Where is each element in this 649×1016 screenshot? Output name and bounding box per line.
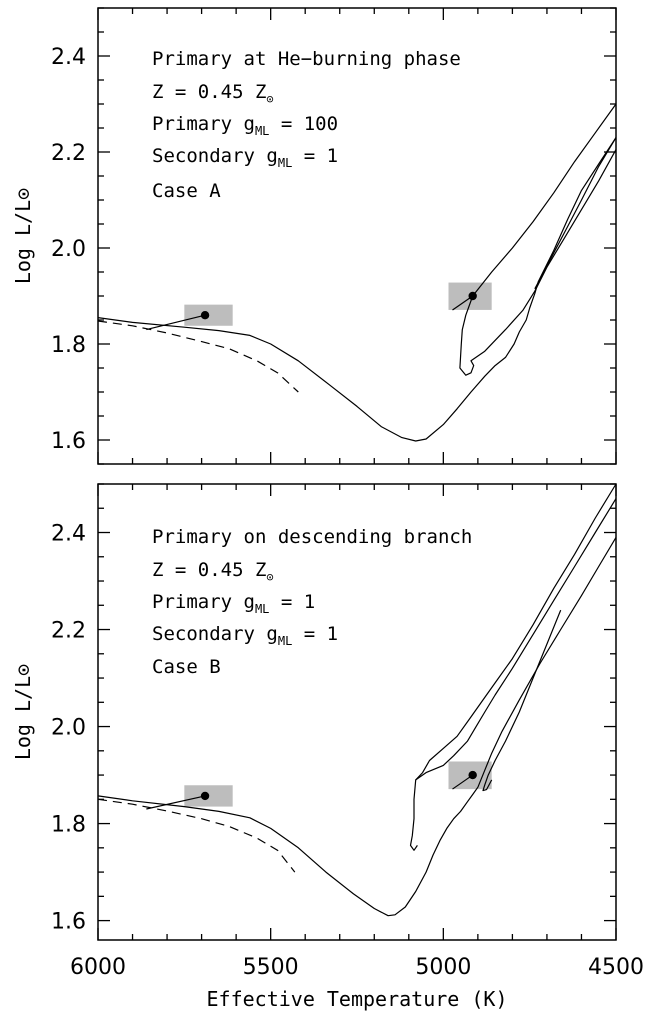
y-tick-label: 2.0 <box>51 237 86 262</box>
annotation-line-2: Z = 0.45 Z⊙ <box>152 559 274 584</box>
star-position-marker <box>468 291 477 301</box>
annotation-line-1: Primary at He−burning phase <box>152 48 461 70</box>
x-tick-label: 4500 <box>588 955 644 980</box>
track-line <box>459 103 617 376</box>
annotation-line-4: Secondary gML = 1 <box>152 145 338 170</box>
panel-bottom-annotation: Primary on descending branch Z = 0.45 Z⊙… <box>152 526 472 678</box>
track-dashed <box>97 798 296 873</box>
track-line <box>482 609 562 792</box>
track-line <box>97 537 617 917</box>
y-tick-label: 2.2 <box>51 141 86 166</box>
panel-top-annotation: Primary at He−burning phase Z = 0.45 Z⊙ … <box>152 48 461 202</box>
annotation-line-1: Primary on descending branch <box>152 526 472 548</box>
annotation-line-3: Primary gML = 100 <box>152 113 338 138</box>
track-line <box>409 483 617 851</box>
panel-bottom-frame <box>97 483 617 941</box>
panel-bottom-plot <box>97 483 617 917</box>
track-line <box>415 498 617 781</box>
x-tick-label: 5000 <box>415 955 471 980</box>
annotation-line-3: Primary gML = 1 <box>152 591 315 616</box>
y-tick-label: 2.4 <box>51 45 86 70</box>
y-tick-label: 2.2 <box>51 619 86 644</box>
panel-top-plot <box>97 103 617 442</box>
x-tick-label: 6000 <box>70 955 126 980</box>
y-tick-label: 2.0 <box>51 716 86 741</box>
panel-top: 1.6 1.8 2.0 2.2 2.4 Primary at He−burning ph… <box>11 7 617 465</box>
marker-connector <box>146 795 206 810</box>
panel-bottom-ylabel: Log L/L⊙ <box>11 664 35 760</box>
x-tick-label: 5500 <box>243 955 299 980</box>
track-line <box>534 137 617 290</box>
star-position-marker <box>200 311 210 320</box>
panel-bottom: 1.6 1.8 2.0 2.2 2.4 6000 5500 5000 4500 Primary … <box>11 483 644 980</box>
y-tick-label: 1.6 <box>51 429 86 454</box>
panel-top-frame <box>97 7 617 465</box>
star-position-marker <box>468 770 477 780</box>
annotation-line-5: Case A <box>152 180 221 202</box>
star-position-marker <box>200 791 210 801</box>
annotation-line-4: Secondary gML = 1 <box>152 623 338 648</box>
panel-bottom-ticks: 1.6 1.8 2.0 2.2 2.4 6000 5500 5000 4500 <box>51 483 644 980</box>
panel-top-ticks: 1.6 1.8 2.0 2.2 2.4 <box>51 7 617 465</box>
track-dashed <box>97 320 299 393</box>
y-tick-label: 1.6 <box>51 910 86 935</box>
marker-connector <box>146 314 206 331</box>
y-tick-label: 1.8 <box>51 813 86 838</box>
annotation-line-5: Case B <box>152 656 221 678</box>
annotation-line-2: Z = 0.45 Z⊙ <box>152 81 274 106</box>
x-axis-title: Effective Temperature (K) <box>206 987 507 1011</box>
y-tick-label: 1.8 <box>51 333 86 358</box>
panel-top-ylabel: Log L/L⊙ <box>11 188 35 284</box>
y-tick-label: 2.4 <box>51 522 86 547</box>
